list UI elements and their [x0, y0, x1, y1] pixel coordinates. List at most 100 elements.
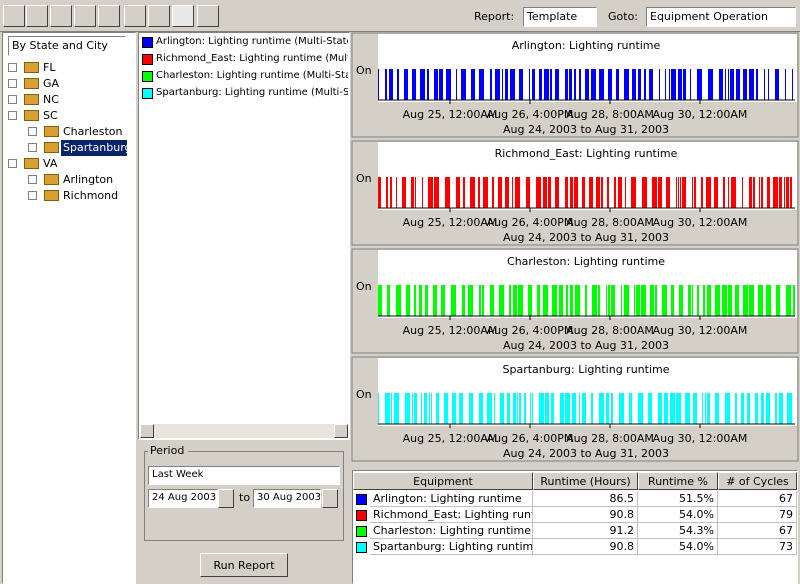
expander[interactable] — [28, 143, 37, 152]
runtime-stripe — [766, 285, 771, 316]
table-header[interactable]: Runtime % — [638, 472, 718, 490]
runtime-stripe — [649, 69, 653, 100]
runtime-stripe — [634, 285, 635, 316]
table-cell: 91.2 — [533, 523, 638, 539]
tree-node[interactable]: FL — [43, 61, 56, 74]
x-tick-label: Aug 30, 12:00AM — [653, 216, 748, 229]
runtime-stripe — [685, 393, 690, 424]
to-date[interactable]: 30 Aug 2003 — [253, 489, 321, 508]
tree-node[interactable]: GA — [43, 77, 60, 90]
runtime-stripe — [532, 393, 533, 424]
runtime-stripe — [574, 177, 578, 208]
series-item[interactable]: Richmond_East: Lighting runtime (Multi-S… — [156, 53, 348, 64]
tree-node[interactable]: NC — [43, 93, 59, 106]
runtime-stripe — [697, 285, 699, 316]
runtime-stripe — [688, 285, 691, 316]
runtime-stripe — [779, 393, 783, 424]
runtime-stripe — [606, 285, 607, 316]
grouping-select[interactable]: By State and City — [8, 36, 126, 56]
runtime-stripe — [412, 393, 413, 424]
runtime-stripe — [728, 69, 729, 100]
runtime-stripe — [741, 393, 744, 424]
expander[interactable] — [8, 95, 17, 104]
runtime-stripe — [396, 177, 397, 208]
series-item[interactable]: Charleston: Lighting runtime (Multi-Stat… — [156, 70, 348, 81]
x-tick-label: Aug 25, 12:00AM — [403, 432, 498, 445]
runtime-stripe — [678, 69, 682, 100]
report-label: Report: — [474, 10, 515, 23]
scroll-left[interactable] — [140, 424, 154, 438]
runtime-stripe — [728, 285, 732, 316]
expander[interactable] — [8, 111, 17, 120]
goto-select[interactable]: Equipment Operation — [646, 7, 796, 27]
table-cell: Spartanburg: Lighting runtime — [370, 539, 533, 555]
toolbar-button[interactable] — [74, 5, 96, 27]
expander[interactable] — [28, 191, 37, 200]
runtime-stripe — [714, 177, 718, 208]
runtime-stripe — [530, 393, 531, 424]
toolbar-button[interactable] — [197, 5, 219, 27]
tree-node[interactable]: Charleston — [63, 125, 123, 138]
expander[interactable] — [28, 127, 37, 136]
range-select[interactable]: Last Week — [148, 466, 340, 485]
runtime-stripe — [697, 69, 702, 100]
row-swatch — [356, 526, 367, 537]
runtime-stripe — [671, 69, 676, 100]
toolbar-button[interactable] — [172, 5, 194, 27]
runtime-stripe — [378, 285, 382, 316]
runtime-stripe — [582, 393, 586, 424]
tree-node[interactable]: Richmond — [63, 189, 119, 202]
report-select[interactable]: Template — [523, 7, 597, 27]
runtime-stripe — [471, 69, 475, 100]
runtime-stripe — [776, 285, 780, 316]
runtime-stripe — [544, 69, 549, 100]
expander[interactable] — [28, 175, 37, 184]
runtime-stripe — [411, 177, 414, 208]
toolbar-button[interactable] — [3, 5, 25, 27]
toolbar-button[interactable] — [98, 5, 120, 27]
spinner[interactable] — [322, 489, 338, 508]
tree-node[interactable]: SC — [43, 109, 58, 122]
runtime-stripe — [479, 393, 483, 424]
runtime-stripe — [490, 69, 492, 100]
runtime-stripe — [566, 285, 568, 316]
table-header[interactable]: Equipment — [353, 472, 533, 490]
runtime-stripe — [543, 177, 547, 208]
runtime-stripe — [787, 393, 792, 424]
tree-node[interactable]: VA — [43, 157, 58, 170]
series-item[interactable]: Spartanburg: Lighting runtime (Multi-Sta… — [156, 87, 348, 98]
runtime-stripe — [735, 393, 737, 424]
expander[interactable] — [8, 79, 17, 88]
runtime-stripe — [428, 177, 433, 208]
expander[interactable] — [8, 63, 17, 72]
table-header[interactable]: # of Cycles — [718, 472, 797, 490]
runtime-stripe — [648, 393, 652, 424]
runtime-stripe — [625, 177, 626, 208]
run-report-button[interactable]: Run Report — [200, 553, 288, 577]
table-cell: 90.8 — [533, 507, 638, 523]
runtime-stripe — [666, 177, 670, 208]
toolbar-button[interactable] — [50, 5, 72, 27]
runtime-stripe — [532, 69, 535, 100]
spinner[interactable] — [218, 489, 234, 508]
runtime-stripe — [579, 393, 580, 424]
runtime-stripe — [792, 69, 793, 100]
from-date[interactable]: 24 Aug 2003 — [148, 489, 218, 508]
toolbar-button[interactable] — [148, 5, 170, 27]
toolbar-button[interactable] — [26, 5, 48, 27]
tree-node[interactable]: Spartanburg — [61, 140, 127, 156]
runtime-stripe — [412, 69, 416, 100]
x-tick-label: Aug 28, 8:00AM — [566, 216, 654, 229]
scrollbar[interactable] — [140, 424, 348, 438]
table-header[interactable]: Runtime (Hours) — [533, 472, 638, 490]
runtime-stripe — [444, 393, 448, 424]
tree-node[interactable]: Arlington — [63, 173, 114, 186]
series-item[interactable]: Arlington: Lighting runtime (Multi-State… — [156, 36, 348, 47]
runtime-stripe — [722, 285, 727, 316]
scroll-right[interactable] — [334, 424, 348, 438]
toolbar-button[interactable] — [124, 5, 146, 27]
expander[interactable] — [8, 159, 17, 168]
runtime-stripe — [470, 177, 475, 208]
chart-subtitle: Aug 24, 2003 to Aug 31, 2003 — [503, 339, 669, 352]
